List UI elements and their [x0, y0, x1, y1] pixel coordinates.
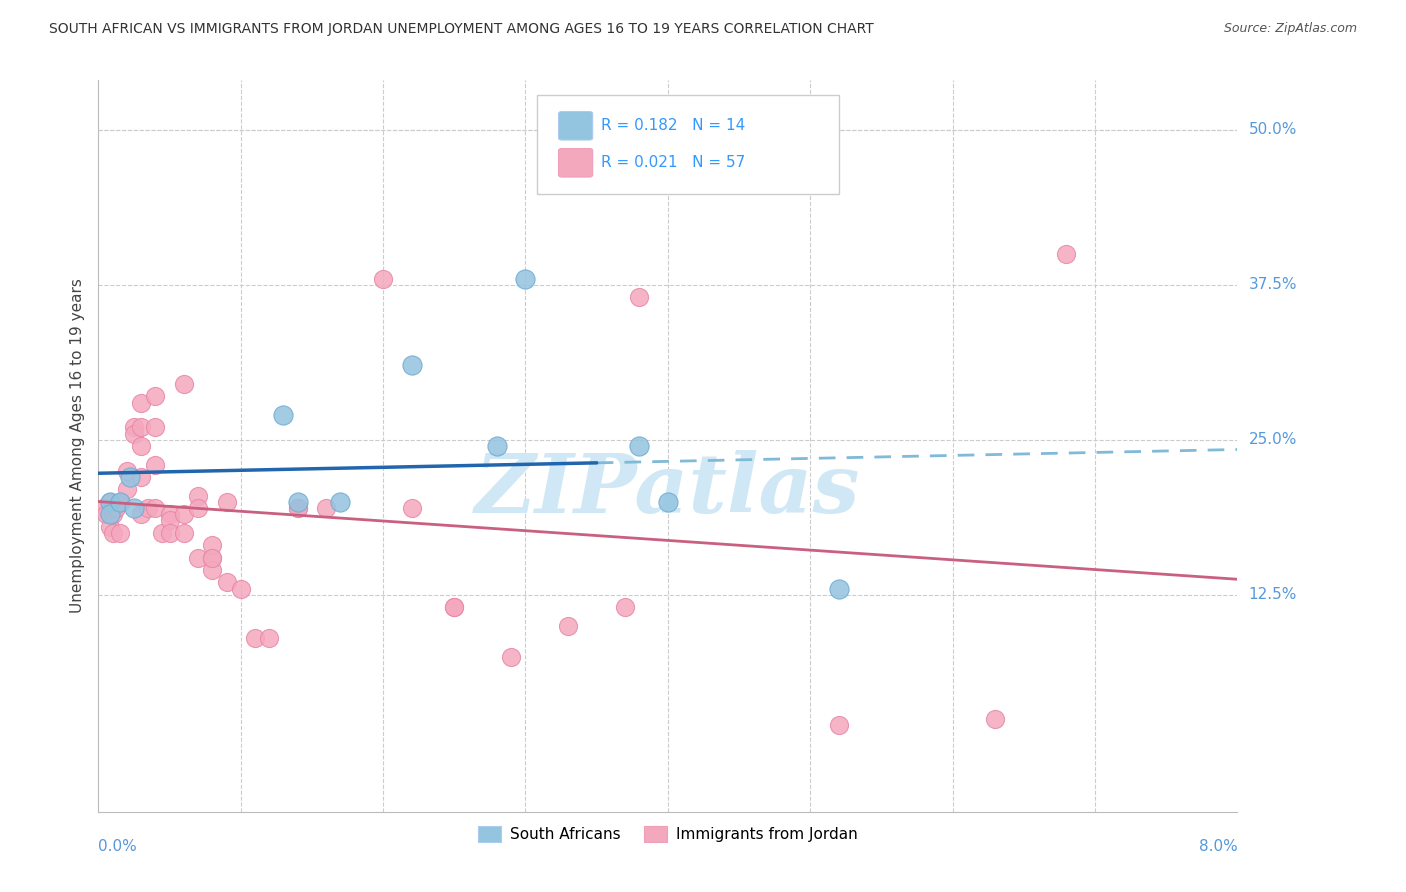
Point — [243, 631, 266, 645]
Point — [173, 507, 195, 521]
Point — [173, 525, 195, 540]
Point — [401, 359, 423, 373]
Point — [287, 500, 309, 515]
Point — [201, 538, 224, 552]
Point — [91, 500, 114, 515]
Point — [329, 495, 352, 509]
Point — [187, 550, 209, 565]
Point — [129, 395, 152, 409]
Point — [614, 600, 637, 615]
Point — [315, 500, 337, 515]
Point — [828, 582, 851, 596]
Point — [287, 495, 309, 509]
Point — [129, 470, 152, 484]
Point — [486, 439, 509, 453]
Point — [657, 495, 679, 509]
Y-axis label: Unemployment Among Ages 16 to 19 years: Unemployment Among Ages 16 to 19 years — [69, 278, 84, 614]
Point — [371, 271, 394, 285]
Text: R = 0.182   N = 14: R = 0.182 N = 14 — [600, 119, 745, 133]
Point — [557, 619, 579, 633]
Text: 12.5%: 12.5% — [1249, 587, 1296, 602]
Point — [101, 500, 124, 515]
Point — [229, 582, 252, 596]
Point — [129, 420, 152, 434]
Point — [98, 507, 121, 521]
Point — [287, 500, 309, 515]
Point — [273, 408, 295, 422]
Point — [122, 420, 145, 434]
Point — [136, 500, 159, 515]
Point — [443, 600, 465, 615]
Point — [104, 500, 127, 515]
Point — [401, 500, 423, 515]
FancyBboxPatch shape — [537, 95, 839, 194]
Point — [145, 389, 167, 403]
Text: ZIPatlas: ZIPatlas — [475, 450, 860, 530]
Point — [122, 500, 145, 515]
Point — [101, 525, 124, 540]
Point — [129, 507, 152, 521]
Text: R = 0.021   N = 57: R = 0.021 N = 57 — [600, 155, 745, 170]
Point — [108, 495, 131, 509]
Point — [115, 464, 138, 478]
Point — [828, 718, 851, 732]
FancyBboxPatch shape — [558, 112, 593, 140]
Text: 37.5%: 37.5% — [1249, 277, 1296, 293]
Point — [108, 525, 131, 540]
Point — [98, 495, 121, 509]
Point — [201, 563, 224, 577]
Point — [152, 525, 174, 540]
Text: SOUTH AFRICAN VS IMMIGRANTS FROM JORDAN UNEMPLOYMENT AMONG AGES 16 TO 19 YEARS C: SOUTH AFRICAN VS IMMIGRANTS FROM JORDAN … — [49, 22, 875, 37]
Legend: South Africans, Immigrants from Jordan: South Africans, Immigrants from Jordan — [472, 820, 863, 848]
Point — [173, 377, 195, 392]
Point — [215, 495, 238, 509]
Text: 25.0%: 25.0% — [1249, 433, 1296, 447]
Point — [159, 507, 181, 521]
Point — [94, 507, 117, 521]
Text: 8.0%: 8.0% — [1198, 839, 1237, 855]
Point — [628, 439, 651, 453]
Point — [187, 489, 209, 503]
Point — [129, 439, 152, 453]
Point — [159, 525, 181, 540]
Point — [201, 550, 224, 565]
Point — [187, 500, 209, 515]
Point — [122, 426, 145, 441]
Point — [984, 712, 1007, 726]
Point — [215, 575, 238, 590]
Point — [108, 495, 131, 509]
Text: 50.0%: 50.0% — [1249, 122, 1296, 137]
Point — [145, 420, 167, 434]
Point — [515, 271, 537, 285]
Point — [101, 507, 124, 521]
Point — [145, 458, 167, 472]
Point — [501, 649, 523, 664]
Point — [98, 495, 121, 509]
Point — [443, 600, 465, 615]
Point — [145, 500, 167, 515]
Point — [201, 550, 224, 565]
Text: 0.0%: 0.0% — [98, 839, 138, 855]
Point — [115, 483, 138, 497]
Point — [1056, 247, 1078, 261]
Point — [118, 470, 141, 484]
Point — [628, 290, 651, 304]
Point — [159, 513, 181, 527]
Point — [98, 519, 121, 533]
FancyBboxPatch shape — [558, 149, 593, 177]
Point — [259, 631, 281, 645]
Text: Source: ZipAtlas.com: Source: ZipAtlas.com — [1223, 22, 1357, 36]
